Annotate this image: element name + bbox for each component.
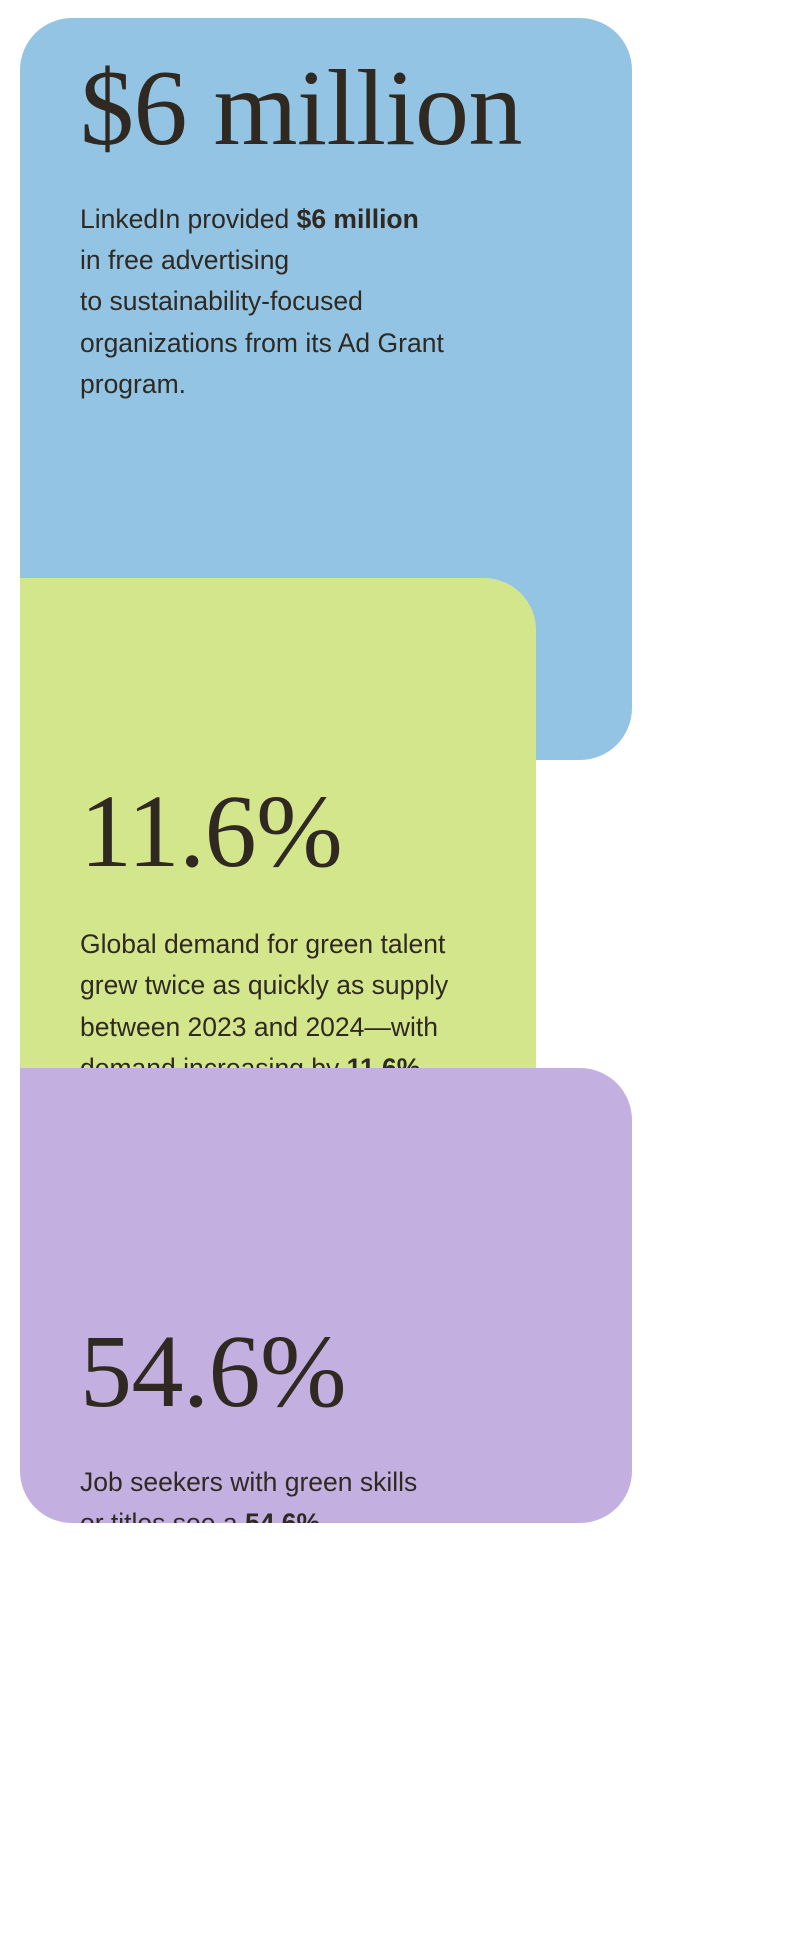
stat-card-green-skills-hiring: 54.6% Job seekers with green skills or t…: [20, 1068, 632, 1523]
stat-number-ad-grant: $6 million: [80, 49, 523, 168]
stat-body-green-skills-hiring: Job seekers with green skills or titles …: [80, 1462, 632, 1523]
stat-body-ad-grant: LinkedIn provided $6 million in free adv…: [80, 199, 632, 406]
card-inner-green-skills-hiring: 54.6% Job seekers with green skills or t…: [80, 1120, 632, 1524]
card-inner-ad-grant: $6 million LinkedIn provided $6 million …: [80, 49, 632, 406]
stat-body-text-part-1: Job seekers with green skills or titles …: [80, 1467, 418, 1523]
stat-number-green-skills-hiring: 54.6%: [80, 1314, 347, 1429]
stat-number-green-talent-demand: 11.6%: [80, 774, 343, 889]
card-inner-green-talent-demand: 11.6% Global demand for green talent gre…: [80, 628, 536, 1131]
stat-highlight-ad-grant: $6 million: [296, 203, 419, 234]
stat-body-text-part-2: in free advertising to sustainability-fo…: [80, 244, 444, 399]
stat-highlight-hiring-rate: 54.6%: [245, 1508, 320, 1523]
stat-body-text-part-1: LinkedIn provided: [80, 203, 297, 234]
